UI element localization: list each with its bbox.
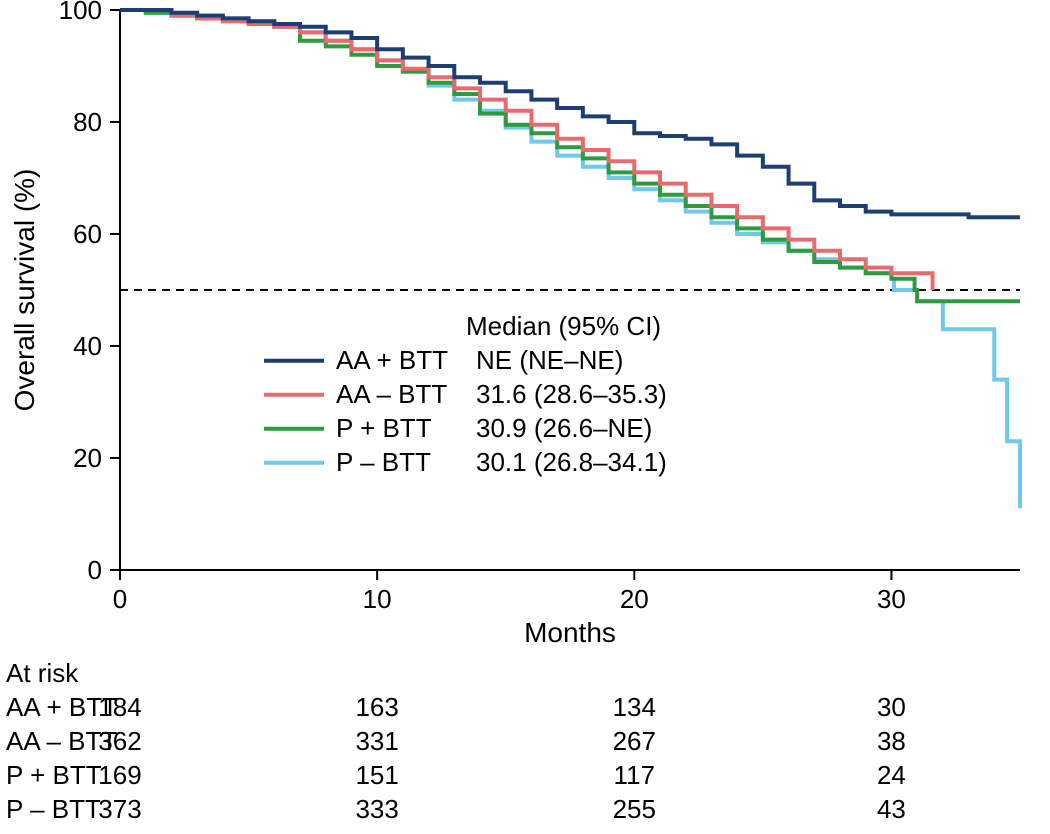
at-risk-cell-P_minus_BTT-2: 255 [613, 794, 656, 824]
at-risk-cell-AA_plus_BTT-2: 134 [613, 692, 656, 722]
x-tick-label: 10 [363, 584, 392, 614]
legend-label-AA_plus_BTT: AA + BTT [336, 345, 448, 375]
at-risk-cell-AA_minus_BTT-2: 267 [613, 726, 656, 756]
x-tick-label: 20 [620, 584, 649, 614]
at-risk-cell-P_plus_BTT-3: 24 [877, 760, 906, 790]
legend-label-P_plus_BTT: P + BTT [336, 413, 432, 443]
y-tick-label: 20 [73, 443, 102, 473]
legend-median-AA_minus_BTT: 31.6 (28.6–35.3) [476, 379, 667, 409]
x-axis-title: Months [524, 617, 616, 648]
at-risk-cell-P_minus_BTT-3: 43 [877, 794, 906, 824]
legend-median-AA_plus_BTT: NE (NE–NE) [476, 345, 623, 375]
at-risk-cell-AA_minus_BTT-3: 38 [877, 726, 906, 756]
at-risk-cell-AA_plus_BTT-3: 30 [877, 692, 906, 722]
y-tick-label: 40 [73, 331, 102, 361]
x-tick-label: 30 [877, 584, 906, 614]
at-risk-row-label-P_minus_BTT: P – BTT [6, 794, 101, 824]
page-root: 0 10 20 30 Months 0 20 40 60 80 100 Overall surviva… [0, 0, 1050, 834]
legend-label-P_minus_BTT: P – BTT [336, 447, 431, 477]
at-risk-row-label-P_plus_BTT: P + BTT [6, 760, 102, 790]
at-risk-cell-AA_minus_BTT-1: 331 [355, 726, 398, 756]
y-tick-label: 60 [73, 219, 102, 249]
legend-median-P_minus_BTT: 30.1 (26.8–34.1) [476, 447, 667, 477]
legend-label-AA_minus_BTT: AA – BTT [336, 379, 447, 409]
km-chart: 0 10 20 30 Months 0 20 40 60 80 100 Overall surviva… [0, 0, 1050, 834]
at-risk-cell-P_plus_BTT-2: 117 [614, 760, 655, 790]
y-axis-title: Overall survival (%) [9, 169, 40, 412]
at-risk-cell-P_minus_BTT-0: 373 [98, 794, 141, 824]
y-tick-label: 80 [73, 107, 102, 137]
legend-median-P_plus_BTT: 30.9 (26.6–NE) [476, 413, 652, 443]
at-risk-cell-P_plus_BTT-0: 169 [98, 760, 141, 790]
y-tick-label: 0 [88, 555, 102, 585]
at-risk-cell-P_plus_BTT-1: 151 [355, 760, 398, 790]
at-risk-cell-P_minus_BTT-1: 333 [355, 794, 398, 824]
at-risk-cell-AA_plus_BTT-0: 184 [98, 692, 141, 722]
y-tick-label: 100 [59, 0, 102, 25]
at-risk-header: At risk [6, 658, 79, 688]
x-tick-label: 0 [113, 584, 127, 614]
at-risk-cell-AA_minus_BTT-0: 362 [98, 726, 141, 756]
legend-header: Median (95% CI) [466, 311, 661, 341]
at-risk-cell-AA_plus_BTT-1: 163 [355, 692, 398, 722]
